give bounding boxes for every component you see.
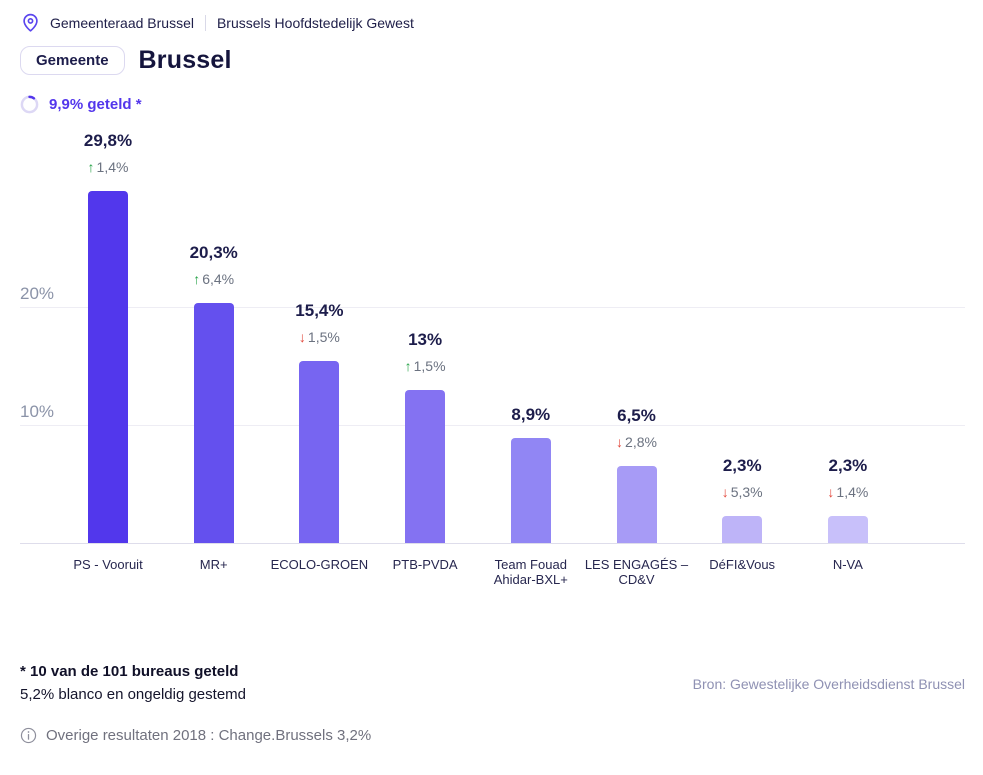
location-pin-icon xyxy=(20,12,41,33)
arrow-down-icon: ↓ xyxy=(721,484,729,500)
change-value: 2,8% xyxy=(625,434,657,450)
breadcrumb-item-gemeenteraad[interactable]: Gemeenteraad Brussel xyxy=(50,14,194,31)
results-bar-chart: 10% 20% 29,8% ↑ 1,4% PS - Vooruit 20,3% ↑ 6,4% MR… xyxy=(0,130,983,600)
bar-change-label-ecolo-groen: ↓ 1,5% xyxy=(259,328,379,346)
y-axis-label-20%: 20% xyxy=(20,284,55,303)
x-axis-label-les-engag-s-cd-v: LES ENGAGÉS – CD&V xyxy=(584,557,689,587)
bar-value-label-n-va: 2,3% xyxy=(828,456,868,475)
change-value: 1,5% xyxy=(307,329,340,345)
bar-value-label-ptb-pvda: 13% xyxy=(408,330,443,349)
breadcrumb: Gemeenteraad Brussel Brussels Hoofdstede… xyxy=(20,12,414,33)
info-icon xyxy=(20,727,37,744)
source-attribution: Bron: Gewestelijke Overheidsdienst Bruss… xyxy=(692,676,965,692)
bar-value-label-ecolo-groen: 15,4% xyxy=(295,301,344,320)
breadcrumb-item-gewest[interactable]: Brussels Hoofdstedelijk Gewest xyxy=(216,14,414,31)
x-axis-label-team-fouad-ahidar-bxl: Team Fouad Ahidar-BXL+ xyxy=(493,557,568,587)
x-axis-label-ptb-pvda: PTB-PVDA xyxy=(392,557,458,572)
bar-change-label-mr: ↑ 6,4% xyxy=(154,270,274,288)
arrow-up-icon: ↑ xyxy=(193,271,201,287)
gemeente-badge: Gemeente xyxy=(20,46,125,75)
x-axis-label-mr: MR+ xyxy=(199,557,228,572)
counted-progress: 9,9% geteld * xyxy=(20,95,142,114)
bar-change-label-ps-vooruit: ↑ 1,4% xyxy=(48,158,168,176)
bar-ps-vooruit[interactable] xyxy=(88,191,128,543)
counted-label: 9,9% geteld * xyxy=(49,96,142,113)
arrow-up-icon: ↑ xyxy=(87,159,95,175)
bar-mr[interactable] xyxy=(193,303,234,543)
bar-change-label-les-engag-s-cd-v: ↓ 2,8% xyxy=(577,433,697,451)
other-results-note: Overige resultaten 2018 : Change.Brussel… xyxy=(46,727,372,744)
bar-value-label-les-engag-s-cd-v: 6,5% xyxy=(617,406,656,425)
footnotes: * 10 van de 101 bureaus geteld 5,2% blan… xyxy=(20,660,246,706)
bar-value-label-ps-vooruit: 29,8% xyxy=(83,131,133,150)
x-axis-label-n-va: N-VA xyxy=(832,557,863,572)
progress-ring-icon xyxy=(20,95,39,114)
bar-team-fouad-ahidar-bxl[interactable] xyxy=(510,438,551,543)
change-value: 6,4% xyxy=(202,271,235,287)
change-value: 5,3% xyxy=(730,484,763,500)
x-axis-label-ps-vooruit: PS - Vooruit xyxy=(73,557,143,572)
bureaus-counted-note: * 10 van de 101 bureaus geteld xyxy=(20,663,239,680)
bar-les-engag-s-cd-v[interactable] xyxy=(616,466,657,543)
bar-value-label-mr: 20,3% xyxy=(189,243,238,262)
bar-ptb-pvda[interactable] xyxy=(405,390,446,543)
title-row: Gemeente Brussel xyxy=(20,46,232,75)
x-axis-label-ecolo-groen: ECOLO-GROEN xyxy=(270,557,369,572)
blanco-votes-note: 5,2% blanco en ongeldig gestemd xyxy=(20,686,246,703)
bar-change-label-d-fi-vous: ↓ 5,3% xyxy=(682,483,802,501)
arrow-up-icon: ↑ xyxy=(404,358,412,374)
change-value: 1,4% xyxy=(96,159,129,175)
info-row: Overige resultaten 2018 : Change.Brussel… xyxy=(20,727,371,744)
breadcrumb-divider xyxy=(204,14,206,31)
bar-d-fi-vous[interactable] xyxy=(722,516,763,543)
arrow-down-icon: ↓ xyxy=(298,329,306,345)
bar-value-label-d-fi-vous: 2,3% xyxy=(722,456,762,475)
y-axis-label-10%: 10% xyxy=(20,402,55,421)
x-axis-line xyxy=(20,543,965,544)
bar-change-label-n-va: ↓ 1,4% xyxy=(788,483,908,501)
page-title: Brussel xyxy=(138,46,232,74)
change-value: 1,5% xyxy=(413,358,446,374)
x-axis-label-d-fi-vous: DéFI&Vous xyxy=(709,557,776,572)
change-value: 1,4% xyxy=(836,484,869,500)
arrow-down-icon: ↓ xyxy=(616,434,624,450)
gridline-20% xyxy=(20,307,965,308)
bar-n-va[interactable] xyxy=(827,516,868,543)
gridline-10% xyxy=(20,425,965,426)
bar-value-label-team-fouad-ahidar-bxl: 8,9% xyxy=(511,405,551,424)
bar-ecolo-groen[interactable] xyxy=(299,361,340,543)
bar-change-label-ptb-pvda: ↑ 1,5% xyxy=(365,357,485,375)
arrow-down-icon: ↓ xyxy=(827,484,835,500)
